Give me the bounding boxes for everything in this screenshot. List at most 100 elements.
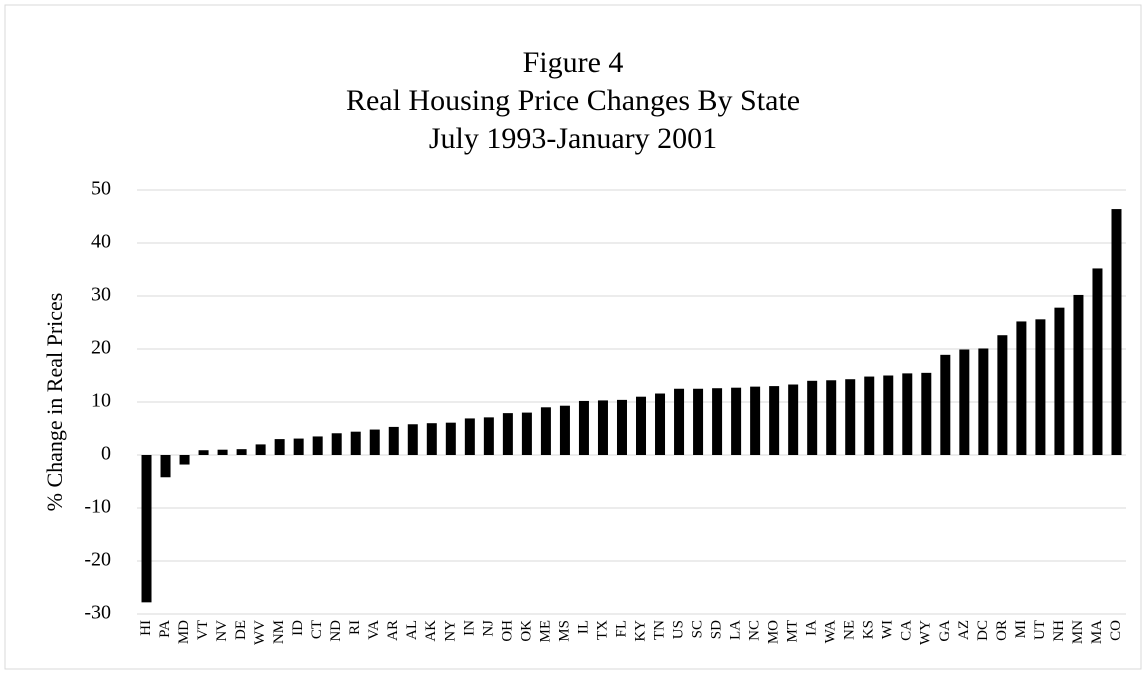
bar (1073, 294, 1084, 455)
bar (274, 439, 285, 455)
y-tick-label: 40 (91, 231, 111, 253)
y-tick-label: -10 (84, 496, 111, 518)
bar (978, 348, 989, 455)
x-tick-label: AK (423, 620, 439, 642)
bar (198, 450, 209, 455)
x-tick-label: PA (157, 620, 173, 638)
bar (350, 431, 361, 455)
bar (1016, 321, 1027, 455)
bar (331, 433, 342, 455)
x-tick-label: TX (594, 620, 610, 640)
x-tick-label: FL (613, 620, 629, 638)
bar (426, 423, 437, 455)
x-tick-label: LA (728, 620, 744, 640)
x-tick-label: KY (632, 620, 648, 642)
x-tick-label: WI (880, 620, 896, 639)
x-tick-label: CO (1108, 620, 1124, 641)
bar (217, 449, 228, 455)
bar (407, 424, 418, 455)
x-tick-label: MN (1070, 620, 1086, 644)
bar (464, 418, 475, 455)
bar (141, 455, 152, 603)
x-tick-label: NV (214, 620, 230, 642)
bar (769, 386, 780, 455)
y-tick-label: -30 (84, 602, 111, 624)
x-tick-label: CT (309, 620, 325, 639)
x-tick-label: SD (709, 620, 725, 639)
x-tick-label: WV (252, 620, 268, 645)
bar (636, 396, 647, 455)
y-tick-label: 50 (91, 178, 111, 200)
bar (864, 376, 875, 455)
x-tick-label: IA (804, 620, 820, 636)
bar (1054, 307, 1065, 455)
x-tick-label: RI (347, 620, 363, 635)
x-tick-label: SC (690, 620, 706, 638)
y-axis-label: % Change in Real Prices (42, 293, 67, 512)
x-tick-label: MO (766, 620, 782, 644)
bar (902, 373, 913, 455)
x-tick-label: NY (442, 620, 458, 642)
x-tick-label: NM (271, 620, 287, 644)
bar (997, 335, 1008, 455)
bar (502, 413, 513, 455)
x-tick-label: AL (404, 620, 420, 640)
chart-title-line: Figure 4 (523, 46, 624, 79)
y-tick-label: 10 (91, 390, 111, 412)
bar (160, 455, 171, 478)
bar (578, 400, 589, 455)
x-tick-label: MT (785, 620, 801, 643)
y-tick-label: -20 (84, 549, 111, 571)
x-tick-label: OK (518, 620, 534, 642)
chart-title-line: July 1993-January 2001 (429, 122, 717, 155)
bar (559, 405, 570, 455)
x-tick-label: MD (176, 620, 192, 644)
chart-title-line: Real Housing Price Changes By State (346, 84, 800, 117)
x-tick-label: ID (290, 620, 306, 636)
x-tick-label: MA (1089, 620, 1105, 644)
x-tick-label: DE (233, 620, 249, 640)
bar (655, 393, 666, 455)
bar (674, 388, 685, 455)
bar (959, 349, 970, 455)
bar (521, 412, 532, 455)
bar (1111, 209, 1122, 455)
bar (236, 449, 247, 455)
bar (693, 388, 704, 455)
bar (826, 380, 837, 455)
bar (597, 400, 608, 455)
x-tick-label: UT (1032, 620, 1048, 640)
y-tick-label: 20 (91, 337, 111, 359)
y-tick-label: 0 (101, 443, 111, 465)
x-tick-label: US (670, 620, 686, 639)
x-tick-label: IL (575, 620, 591, 634)
x-tick-label: IN (461, 620, 477, 636)
x-tick-label: OR (994, 620, 1010, 641)
bar (883, 375, 894, 455)
bar (293, 438, 304, 455)
chart-frame (4, 4, 1142, 670)
bar (1035, 319, 1046, 455)
x-tick-label: ME (537, 620, 553, 643)
x-tick-label: AZ (956, 620, 972, 640)
x-tick-label: KS (861, 620, 877, 639)
bar (731, 387, 742, 455)
bar (179, 455, 190, 465)
bar (483, 417, 494, 455)
x-tick-label: DC (975, 620, 991, 641)
x-tick-label: NE (842, 620, 858, 640)
x-tick-label: VT (195, 620, 211, 640)
x-tick-label: AR (385, 620, 401, 641)
x-tick-label: OH (499, 620, 515, 642)
bar (788, 384, 799, 455)
bar (388, 426, 399, 455)
y-tick-label: 30 (91, 284, 111, 306)
x-tick-label: NJ (480, 620, 496, 637)
bar (616, 399, 627, 455)
bar (845, 379, 856, 455)
bar (369, 429, 380, 455)
x-tick-label: WA (823, 620, 839, 643)
x-tick-label: GA (937, 620, 953, 642)
x-tick-label: HI (138, 620, 154, 636)
